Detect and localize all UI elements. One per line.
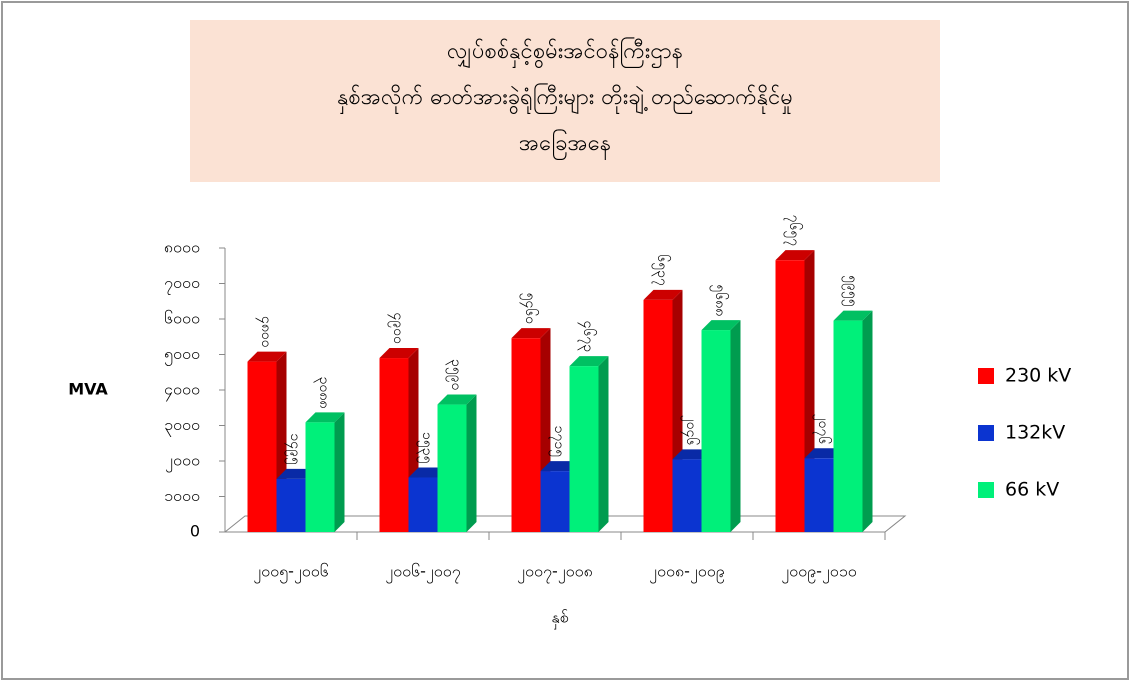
y-tick-label: ၃၀၀၀ bbox=[164, 415, 200, 437]
title-box bbox=[190, 20, 940, 182]
x-tick-label: ၂၀၀၅-၂၀၀၆ bbox=[253, 562, 329, 584]
bar-side bbox=[862, 310, 873, 532]
y-tick-label: ၆၀၀၀ bbox=[164, 309, 200, 328]
bar-top bbox=[379, 348, 419, 359]
data-label: ၇၆၅၇ bbox=[784, 215, 802, 247]
bar-side bbox=[334, 412, 345, 532]
data-label: ၄၈၀၀ bbox=[256, 316, 274, 348]
bar bbox=[379, 358, 409, 532]
y-axis-label: MVA bbox=[68, 380, 108, 399]
legend-swatch bbox=[978, 425, 994, 441]
bar bbox=[247, 361, 277, 532]
title: လျှပ်စစ်နှင့်စွမ်းအင်ဝန်ကြီးဌာနနှစ်အလိုက… bbox=[337, 37, 793, 160]
bar bbox=[540, 471, 570, 532]
data-label: ၂၀၄၆ bbox=[681, 415, 699, 446]
data-label: ၅၄၆၀ bbox=[520, 293, 538, 325]
bar bbox=[701, 330, 731, 532]
bar bbox=[437, 404, 467, 532]
bar-side bbox=[598, 356, 609, 532]
y-tick-label: ၂၀၀၀ bbox=[165, 451, 200, 473]
bar-top bbox=[701, 320, 741, 331]
title-line: အခြေအနေ bbox=[519, 129, 611, 160]
bar bbox=[305, 422, 335, 532]
bar-top bbox=[643, 289, 683, 300]
x-tick-label: ၂၀၀၉-၂၀၁၀ bbox=[781, 562, 857, 584]
bar bbox=[408, 477, 438, 532]
bar bbox=[569, 366, 599, 532]
data-label: ၃၀၈၈ bbox=[314, 377, 332, 409]
y-tick-label: ၅၀၀၀ bbox=[164, 344, 200, 366]
data-label: ၅၉၅၅ bbox=[842, 275, 860, 307]
y-tick-label: ၄၀၀၀ bbox=[164, 380, 200, 402]
bar-side bbox=[730, 320, 741, 532]
legend-swatch bbox=[978, 482, 994, 498]
bar bbox=[672, 459, 702, 532]
y-tick-label: 0 bbox=[190, 522, 200, 541]
legend-label: 230 kV bbox=[1005, 365, 1071, 387]
data-label: ၄၉၀၀ bbox=[388, 313, 406, 345]
y-tick-label: ၈၀၀၀ bbox=[164, 238, 200, 257]
legend-swatch bbox=[978, 368, 994, 384]
title-line: နှစ်အလိုက် ဓာတ်အားခွဲရုံကြီးများ တိုးချဲ… bbox=[337, 83, 793, 115]
bar-top bbox=[511, 328, 551, 339]
bar-top bbox=[305, 412, 345, 423]
bar-top bbox=[833, 310, 873, 321]
data-label: ၁၄၉၅ bbox=[285, 433, 303, 465]
title-line: လျှပ်စစ်နှင့်စွမ်းအင်ဝန်ကြီးဌာန bbox=[447, 37, 683, 69]
y-tick-label: ၁၀၀၀ bbox=[164, 486, 200, 505]
data-label: ၂၀၇၆ bbox=[813, 414, 831, 445]
bar bbox=[833, 320, 863, 532]
y-tick-label: ၇၀၀၀ bbox=[164, 273, 200, 295]
data-label: ၁၅၃၅ bbox=[417, 432, 435, 464]
bar bbox=[804, 458, 834, 532]
bar-top bbox=[775, 250, 815, 261]
bar bbox=[775, 260, 805, 532]
x-tick-label: ၂၀၀၇-၂၀၀၈ bbox=[517, 562, 593, 584]
bar bbox=[643, 299, 673, 532]
legend-label: 132kV bbox=[1005, 422, 1065, 444]
x-tick-label: ၂၀၀၈-၂၀၀၉ bbox=[649, 562, 725, 584]
legend-label: 66 kV bbox=[1005, 479, 1059, 501]
data-label: ၁၇၁၅ bbox=[549, 426, 567, 458]
bar bbox=[511, 338, 541, 532]
data-label: ၃၅၉၀ bbox=[446, 359, 464, 391]
data-label: ၆၅၃၇ bbox=[652, 254, 670, 286]
bar-side bbox=[466, 394, 477, 532]
data-label: ၄၆၇၃ bbox=[578, 321, 596, 353]
x-tick-label: ၂၀၀၆-၂၀၀၇ bbox=[385, 562, 461, 584]
x-axis-label: နှစ် bbox=[551, 608, 568, 630]
bar-top bbox=[437, 394, 477, 405]
bar-top bbox=[247, 351, 287, 362]
data-label: ၅၆၈၈ bbox=[710, 284, 728, 316]
bar bbox=[276, 478, 306, 532]
bar-top bbox=[569, 356, 609, 367]
